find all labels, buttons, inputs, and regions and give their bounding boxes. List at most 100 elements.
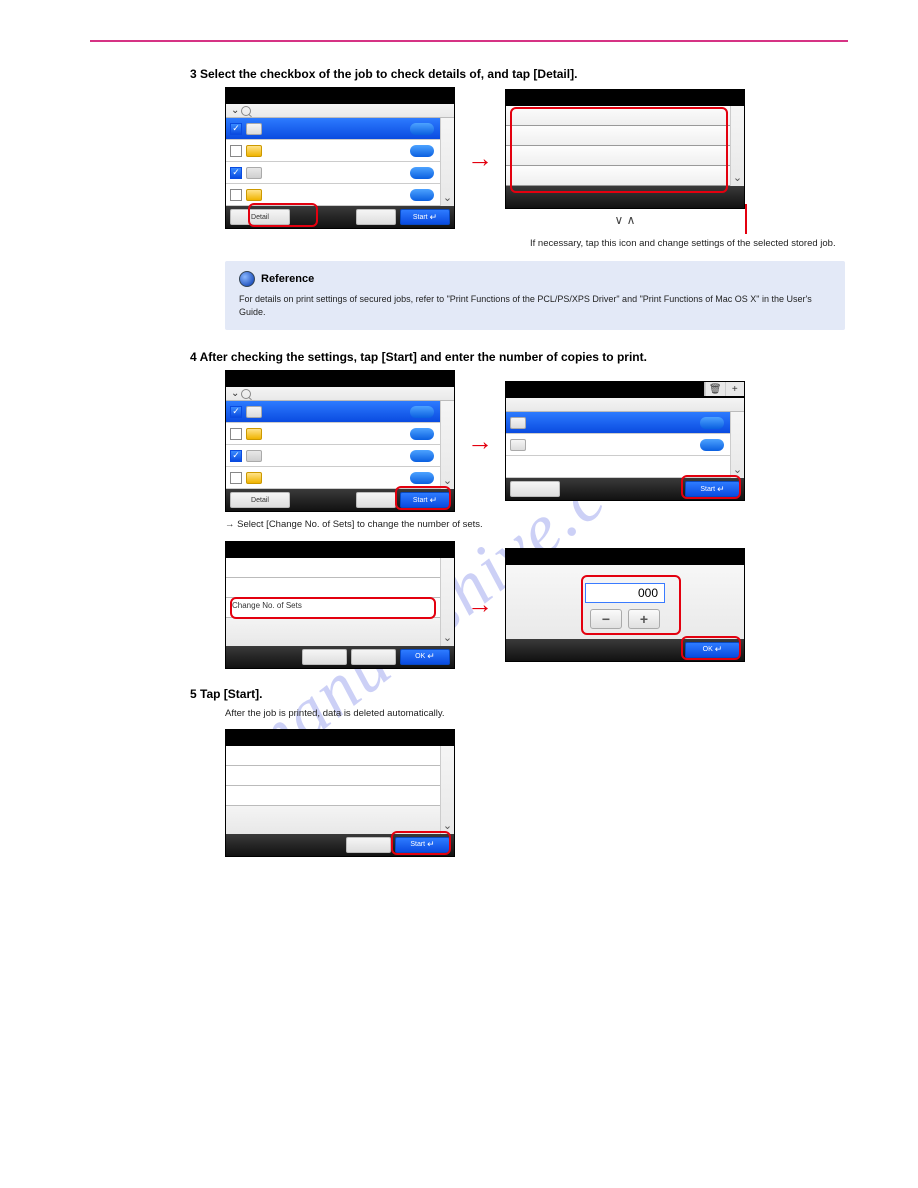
- scrollbar[interactable]: ⌄: [440, 401, 454, 489]
- step4-left-panel: ⌄ ✓ ✓: [225, 370, 455, 512]
- start-button[interactable]: Start: [395, 837, 450, 853]
- option-row[interactable]: [226, 766, 454, 786]
- step4-options-panel: Change No. of Sets ⌄ OK: [225, 541, 455, 669]
- chevron-down-icon[interactable]: ⌄: [231, 388, 239, 399]
- job-row[interactable]: [226, 140, 454, 162]
- step3-row: ⌄ ✓ ✓: [225, 87, 848, 229]
- copies-input[interactable]: 000: [585, 583, 665, 603]
- bottombar: Detail Start: [226, 489, 454, 511]
- search-icon[interactable]: [241, 389, 251, 399]
- grey-button[interactable]: [346, 837, 391, 853]
- globe-icon: [239, 271, 255, 287]
- checkbox-icon[interactable]: ✓: [230, 167, 242, 179]
- trash-icon[interactable]: 🗑: [705, 382, 725, 396]
- step5-row: ⌄ Start: [225, 729, 848, 857]
- step5-note: After the job is printed, data is delete…: [225, 707, 848, 721]
- scrollbar[interactable]: ⌄: [440, 746, 454, 834]
- plus-icon[interactable]: +: [725, 382, 745, 396]
- step5-panel: ⌄ Start: [225, 729, 455, 857]
- detail-button[interactable]: Detail: [230, 492, 290, 508]
- option-row-change-sets[interactable]: Change No. of Sets: [226, 598, 454, 618]
- titlebar: ⌄: [226, 104, 454, 118]
- job-row[interactable]: [226, 467, 454, 489]
- chevron-down-icon[interactable]: ⌄: [443, 191, 452, 204]
- step4-title: 4 After checking the settings, tap [Star…: [190, 350, 848, 364]
- step4-row1: ⌄ ✓ ✓: [225, 370, 848, 512]
- scrollbar[interactable]: ⌄: [730, 106, 744, 186]
- step3-footnote: If necessary, tap this icon and change s…: [530, 237, 840, 251]
- status-pill: [410, 189, 434, 201]
- option-row[interactable]: [226, 578, 454, 598]
- job-row[interactable]: [506, 456, 744, 478]
- detail-row: [506, 126, 744, 146]
- grey-button[interactable]: [302, 649, 347, 665]
- step3-right-panel: ⌄: [505, 89, 745, 209]
- job-row[interactable]: [506, 434, 744, 456]
- printer-icon: [246, 123, 262, 135]
- status-pill: [410, 145, 434, 157]
- job-row[interactable]: [226, 184, 454, 206]
- detail-row: [506, 106, 744, 126]
- folder-icon: [246, 189, 262, 201]
- scrollbar[interactable]: ⌄: [440, 558, 454, 646]
- bottombar: [506, 186, 744, 208]
- checkbox-icon[interactable]: [230, 189, 242, 201]
- bottombar: OK: [506, 639, 744, 661]
- scrollbar[interactable]: ⌄: [440, 118, 454, 206]
- option-row[interactable]: [226, 558, 454, 578]
- start-button[interactable]: Start: [400, 209, 450, 225]
- page-content: 3 Select the checkbox of the job to chec…: [0, 0, 918, 897]
- titlebar: 🗑 +: [506, 398, 744, 412]
- bottombar: Start: [506, 478, 744, 500]
- delete-button[interactable]: [356, 209, 396, 225]
- job-row[interactable]: ✓: [226, 445, 454, 467]
- checkbox-icon[interactable]: [230, 145, 242, 157]
- grey-button[interactable]: [351, 649, 396, 665]
- start-button[interactable]: Start: [685, 481, 740, 497]
- checkbox-icon[interactable]: [230, 472, 242, 484]
- option-row: [226, 806, 454, 834]
- printer-icon: [246, 406, 262, 418]
- plus-button[interactable]: +: [628, 609, 660, 629]
- job-row[interactable]: ✓: [226, 162, 454, 184]
- chevron-down-icon[interactable]: ⌄: [443, 474, 452, 487]
- step3-title: 3 Select the checkbox of the job to chec…: [190, 67, 848, 81]
- job-row[interactable]: ✓: [226, 118, 454, 140]
- chevron-down-icon[interactable]: ⌄: [443, 819, 452, 832]
- status-pill: [410, 123, 434, 135]
- delete-button[interactable]: [356, 492, 396, 508]
- grey-button[interactable]: [510, 481, 560, 497]
- checkbox-icon[interactable]: [230, 428, 242, 440]
- chevron-down-icon[interactable]: ⌄: [443, 631, 452, 644]
- printer-icon: [510, 439, 526, 451]
- pm-row: − +: [590, 609, 660, 629]
- option-row[interactable]: [226, 746, 454, 766]
- status-pill: [410, 428, 434, 440]
- scrollbar[interactable]: ⌄: [730, 412, 744, 478]
- start-button[interactable]: Start: [400, 492, 450, 508]
- bottombar: Start: [226, 834, 454, 856]
- detail-button[interactable]: Detail: [230, 209, 290, 225]
- step3-left-panel: ⌄ ✓ ✓: [225, 87, 455, 229]
- checkbox-icon[interactable]: ✓: [230, 406, 242, 418]
- search-icon[interactable]: [241, 106, 251, 116]
- job-row[interactable]: [506, 412, 744, 434]
- option-row[interactable]: [226, 786, 454, 806]
- ok-button[interactable]: OK: [685, 642, 740, 658]
- ok-button[interactable]: OK: [400, 649, 450, 665]
- checkbox-icon[interactable]: ✓: [230, 123, 242, 135]
- job-row[interactable]: ✓: [226, 401, 454, 423]
- arrow-icon: →: [467, 143, 493, 174]
- status-pill: [410, 450, 434, 462]
- status-pill: [410, 167, 434, 179]
- minus-button[interactable]: −: [590, 609, 622, 629]
- job-icon: [246, 167, 262, 179]
- chevron-down-icon[interactable]: ⌄: [231, 105, 239, 116]
- note-title: Reference: [239, 271, 831, 287]
- callout-line: [745, 204, 747, 234]
- checkbox-icon[interactable]: ✓: [230, 450, 242, 462]
- chevron-down-icon[interactable]: ⌄: [733, 463, 742, 476]
- job-row[interactable]: [226, 423, 454, 445]
- chevron-down-icon[interactable]: ⌄: [733, 171, 742, 184]
- status-pill: [410, 406, 434, 418]
